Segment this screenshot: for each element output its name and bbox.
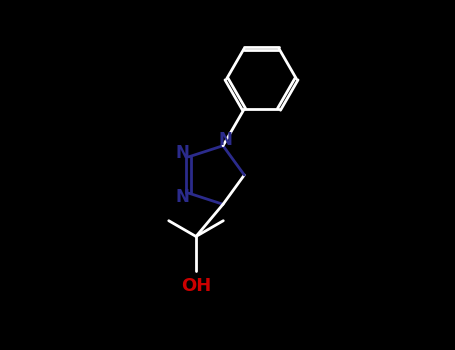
Text: N: N	[176, 188, 189, 206]
Text: N: N	[176, 144, 189, 162]
Text: OH: OH	[181, 277, 211, 295]
Text: N: N	[218, 131, 233, 149]
